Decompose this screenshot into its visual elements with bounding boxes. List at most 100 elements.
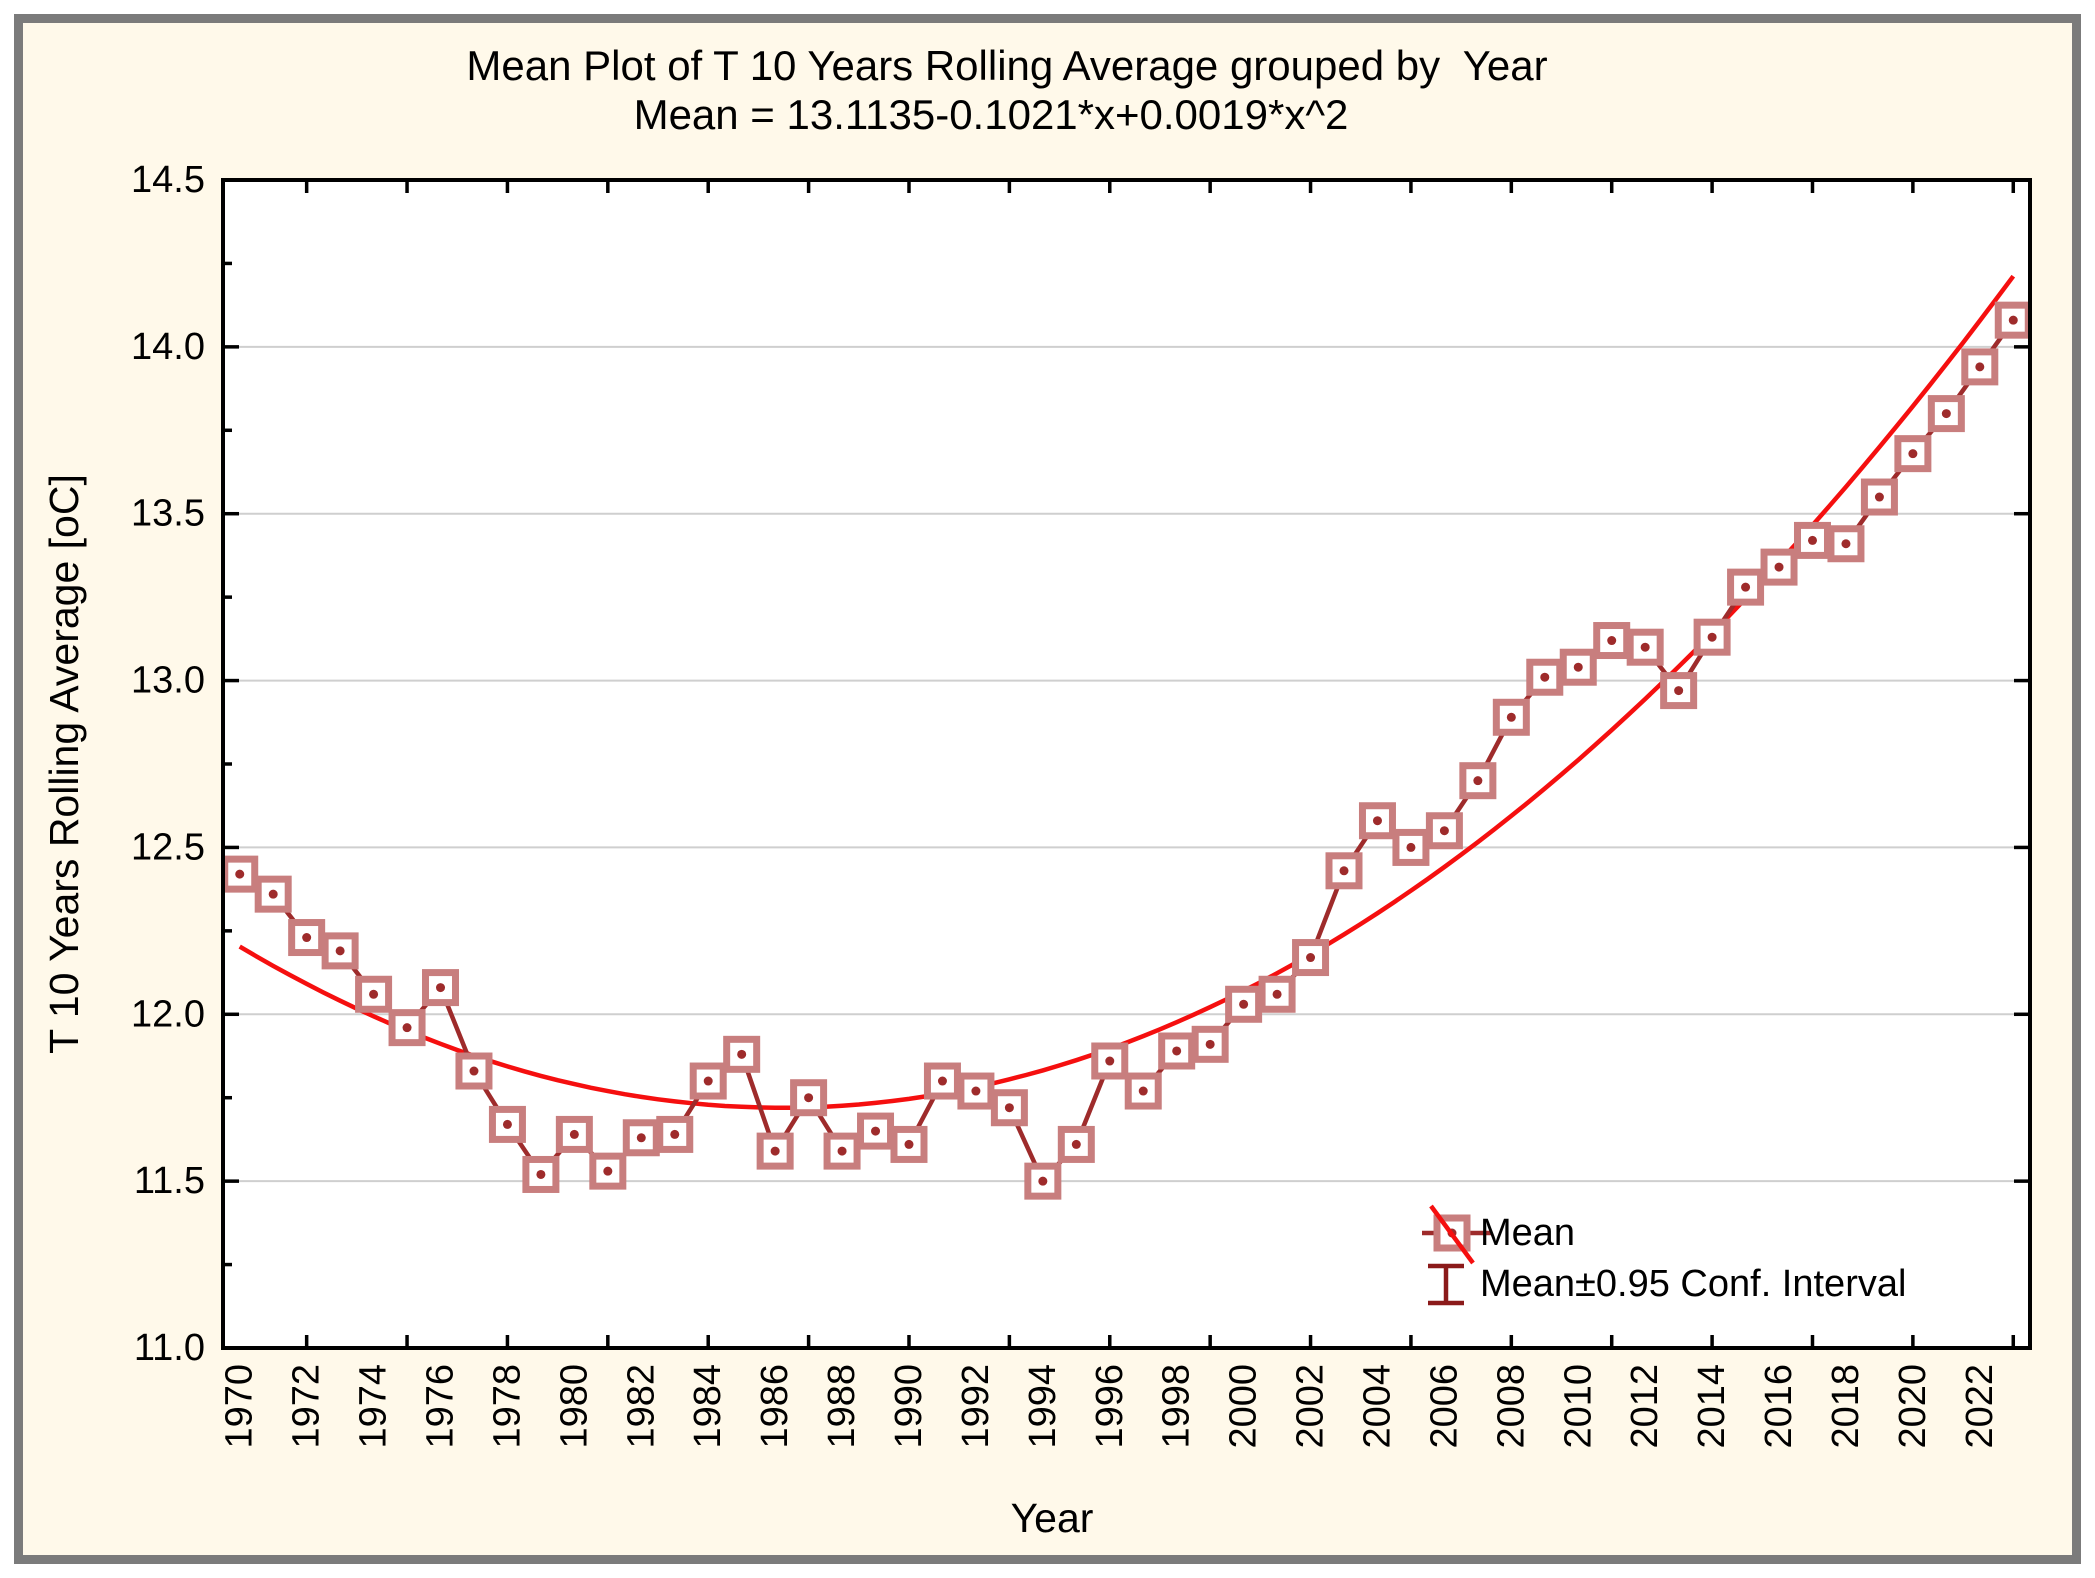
data-point-center-dot [1741,582,1751,592]
data-point-center-dot [636,1133,646,1143]
data-point-center-dot [1874,492,1884,502]
data-point-center-dot [1105,1056,1115,1066]
data-point-center-dot [1239,999,1249,1009]
data-point-marker [756,1132,794,1170]
data-point-center-dot [536,1169,546,1179]
data-point-center-dot [268,889,278,899]
data-point-center-dot [335,946,345,956]
y-tick-label: 11.0 [134,1327,205,1369]
x-tick-label: 2018 [1825,1364,1867,1449]
x-tick-label: 1998 [1156,1364,1198,1449]
data-point-center-dot [971,1086,981,1096]
y-tick-label: 11.5 [134,1160,205,1202]
data-point-center-dot [1406,842,1416,852]
legend-mean-label: Mean [1480,1212,1575,1254]
data-point-center-dot [804,1093,814,1103]
chart-subtitle: Mean = 13.1135-0.1021*x+0.0019*x^2 [634,91,1349,138]
data-point-marker [1927,395,1965,433]
x-tick-label: 2008 [1490,1364,1532,1449]
data-point-center-dot [302,933,312,943]
data-markers-layer [221,301,2032,1200]
y-tick-label: 13.0 [131,660,205,702]
data-point-center-dot [603,1166,613,1176]
data-point-center-dot [402,1023,412,1033]
data-point-center-dot [670,1129,680,1139]
data-point-center-dot [1372,816,1382,826]
data-point-center-dot [1807,535,1817,545]
data-point-center-dot [737,1049,747,1059]
data-point-center-dot [1774,562,1784,572]
data-point-marker [1024,1162,1062,1200]
data-point-center-dot [871,1126,881,1136]
x-tick-label: 2016 [1758,1364,1800,1449]
x-tick-label: 1990 [888,1364,930,1449]
x-tick-label: 2002 [1290,1364,1332,1449]
y-tick-label: 14.5 [131,159,205,201]
data-point-center-dot [1272,989,1282,999]
x-tick-label: 2012 [1624,1364,1666,1449]
x-tick-label: 1992 [955,1364,997,1449]
data-point-marker [321,932,359,970]
data-point-center-dot [1573,662,1583,672]
data-point-center-dot [1138,1086,1148,1096]
data-point-marker [388,1009,426,1047]
x-tick-label: 2004 [1356,1364,1398,1449]
y-tick-label: 12.0 [131,993,205,1035]
data-point-marker [455,1052,493,1090]
plot-area-background [223,180,2030,1348]
data-point-center-dot [569,1129,579,1139]
tick-labels-layer: 11.0 11.5 12.0 12.5 13.0 13.5 14.0 14.5 1970 1972… [131,159,2001,1449]
x-tick-label: 1982 [620,1364,662,1449]
data-point-center-dot [1004,1103,1014,1113]
x-tick-label: 1976 [420,1364,462,1449]
data-point-marker [1425,812,1463,850]
data-point-marker [522,1155,560,1193]
data-point-center-dot [1908,449,1918,459]
x-tick-label: 1974 [353,1364,395,1449]
data-point-center-dot [2008,315,2018,325]
data-point-center-dot [235,869,245,879]
data-point-center-dot [1071,1139,1081,1149]
data-point-center-dot [1339,866,1349,876]
data-point-center-dot [469,1066,479,1076]
y-tick-label: 12.5 [131,826,205,868]
x-tick-label: 1986 [754,1364,796,1449]
data-point-center-dot [1975,362,1985,372]
legend-fit-line-sample [1429,1204,1475,1265]
x-tick-label: 1984 [687,1364,729,1449]
data-point-center-dot [703,1076,713,1086]
data-point-marker [1124,1072,1162,1110]
data-point-center-dot [1941,409,1951,419]
data-point-center-dot [369,989,379,999]
x-tick-label: 2014 [1691,1364,1733,1449]
legend-item-mean: Mean [1422,1204,1575,1265]
x-tick-label: 1970 [219,1364,261,1449]
chart-title: Mean Plot of T 10 Years Rolling Average … [466,42,1547,89]
data-point-center-dot [1674,686,1684,696]
y-tick-label: 14.0 [131,326,205,368]
x-tick-label: 2022 [1959,1364,2001,1449]
data-point-center-dot [837,1146,847,1156]
data-point-marker [823,1132,861,1170]
data-point-center-dot [937,1076,947,1086]
x-tick-label: 1980 [553,1364,595,1449]
data-point-center-dot [904,1139,914,1149]
data-point-marker [288,919,326,957]
data-point-marker [1727,568,1765,606]
x-tick-label: 1978 [486,1364,528,1449]
data-point-marker [1258,975,1296,1013]
data-point-marker [1325,852,1363,890]
data-point-center-dot [1473,776,1483,786]
data-point-marker [422,969,460,1007]
data-point-center-dot [1841,539,1851,549]
data-point-center-dot [1707,632,1717,642]
data-point-center-dot [1640,642,1650,652]
y-axis-title: T 10 Years Rolling Average [oC] [41,474,87,1054]
x-tick-label: 1972 [286,1364,328,1449]
x-tick-label: 2000 [1223,1364,1265,1449]
axis-ticks-layer [223,178,2030,1350]
data-point-center-dot [1506,712,1516,722]
data-point-marker [1660,672,1698,710]
data-point-center-dot [1306,953,1316,963]
